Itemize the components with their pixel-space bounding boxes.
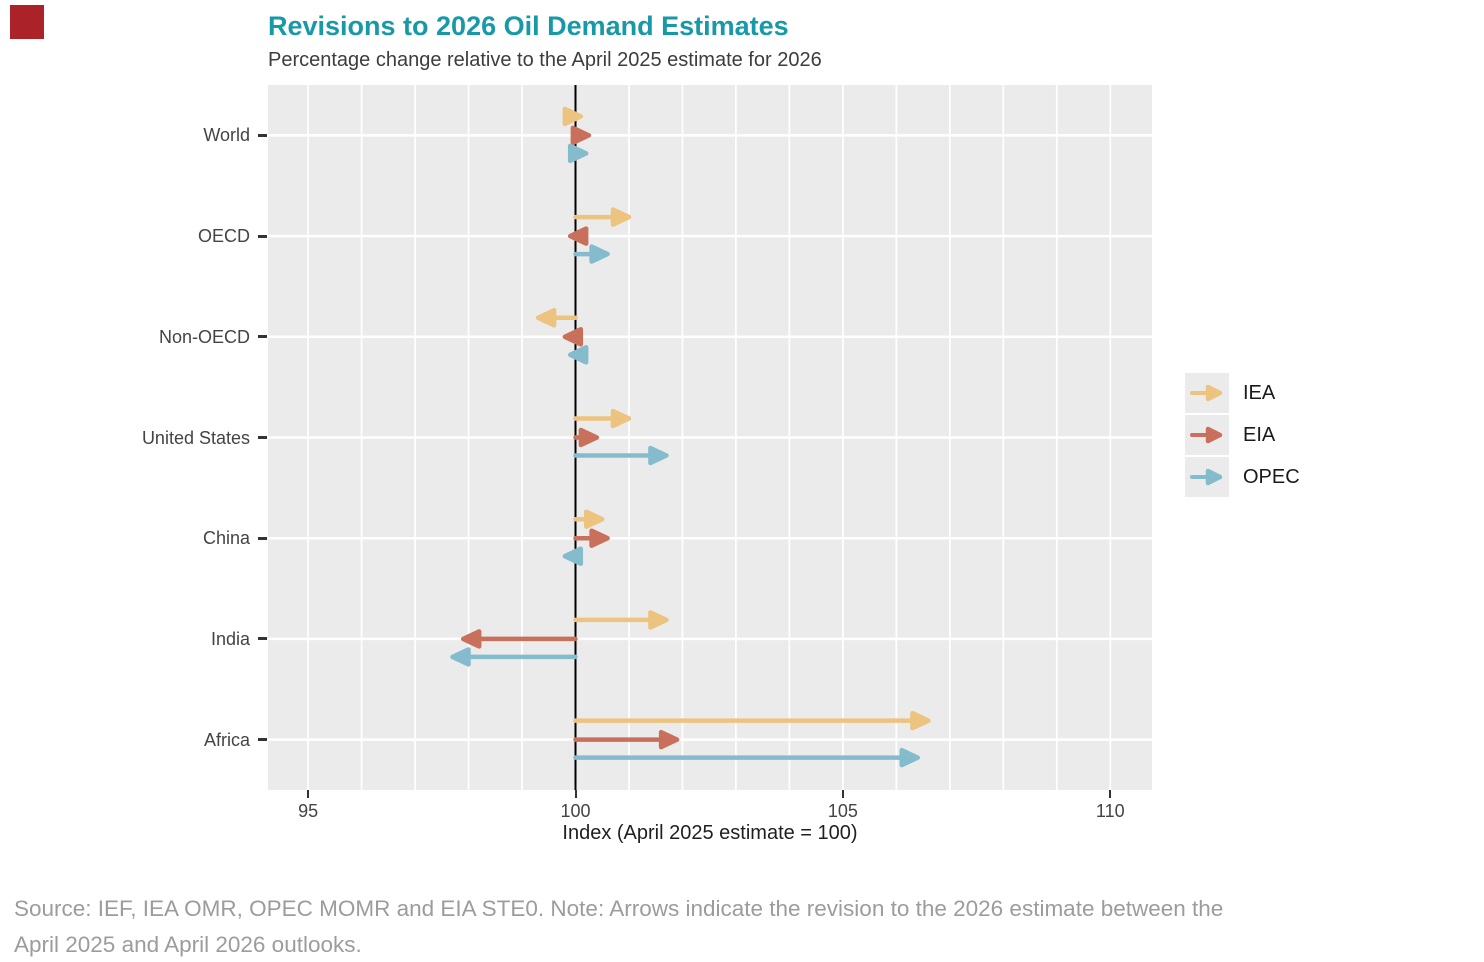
legend-label: OPEC <box>1243 465 1300 488</box>
legend-arrow <box>1190 468 1223 486</box>
opec-arrow-icon <box>1190 468 1223 486</box>
arrow-iea-india <box>573 610 669 630</box>
category-label: Africa <box>203 729 250 750</box>
ief-logo <box>10 5 44 39</box>
arrow-iea-non-oecd <box>535 308 578 328</box>
category-label: OECD <box>197 226 250 247</box>
arrow-iea-africa <box>573 710 931 731</box>
y-axis-tick <box>258 738 267 742</box>
arrow-iea-world <box>562 106 584 127</box>
legend: IEA EIA OPEC <box>1185 373 1300 499</box>
source-note-line1: Source: IEF, IEA OMR, OPEC MOMR and EIA … <box>14 896 1224 921</box>
arrow-eia-china <box>573 528 610 548</box>
x-axis-tick-label: 105 <box>827 801 858 821</box>
source-note-line2: April 2025 and April 2026 outlooks. <box>14 932 362 957</box>
arrow-eia-world <box>570 125 592 146</box>
category-label: United States <box>141 427 250 448</box>
arrow-opec-world <box>567 143 589 164</box>
arrow-eia-india <box>460 629 578 649</box>
legend-label: EIA <box>1243 423 1276 446</box>
arrow-iea-china <box>573 509 605 529</box>
arrow-eia-non-oecd <box>562 327 584 347</box>
arrow-eia-united-states <box>573 427 600 448</box>
legend-item-eia: EIA <box>1185 415 1300 455</box>
chart-title: Revisions to 2026 Oil Demand Estimates <box>268 11 789 41</box>
y-axis-tick <box>258 133 267 137</box>
x-axis-tick <box>1109 790 1112 798</box>
x-axis-tick-label: 100 <box>560 801 591 821</box>
legend-key <box>1185 415 1229 455</box>
category-label: World <box>203 125 250 146</box>
iea-arrow-icon <box>1190 384 1223 402</box>
y-axis-tick <box>258 335 267 339</box>
legend-key <box>1185 457 1229 497</box>
y-axis-tick <box>258 436 267 439</box>
y-axis-tick <box>258 234 267 238</box>
arrow-opec-oecd <box>573 244 610 264</box>
category-label: India <box>210 628 250 649</box>
source-note: Source: IEF, IEA OMR, OPEC MOMR and EIA … <box>14 891 1476 962</box>
arrow-opec-africa <box>573 747 921 768</box>
legend-arrow <box>1190 384 1223 402</box>
y-axis-tick <box>258 536 267 540</box>
arrow-eia-africa <box>573 729 680 750</box>
legend-item-iea: IEA <box>1185 373 1300 413</box>
x-axis-title: Index (April 2025 estimate = 100) <box>562 822 858 844</box>
plot-area <box>268 85 1152 790</box>
legend-item-opec: OPEC <box>1185 457 1300 497</box>
arrow-iea-oecd <box>573 207 632 227</box>
legend-arrow <box>1190 426 1223 444</box>
eia-arrow-icon <box>1190 426 1223 444</box>
x-axis-tick <box>574 790 577 798</box>
legend-key <box>1185 373 1229 413</box>
x-axis-tick-label: 95 <box>298 801 319 821</box>
arrow-opec-india <box>450 647 578 667</box>
x-axis-tick-label: 110 <box>1095 801 1125 821</box>
arrow-eia-oecd <box>567 226 589 246</box>
arrow-iea-united-states <box>573 408 632 429</box>
category-label: China <box>202 528 250 549</box>
y-axis-tick <box>258 637 267 641</box>
arrow-opec-united-states <box>573 445 669 466</box>
arrow-opec-non-oecd <box>567 345 589 365</box>
plot-canvas <box>268 85 1152 790</box>
x-axis-tick <box>307 790 310 798</box>
chart-subtitle: Percentage change relative to the April … <box>268 49 822 71</box>
legend-label: IEA <box>1243 381 1276 404</box>
category-label: Non-OECD <box>158 326 250 347</box>
arrow-opec-china <box>562 546 584 566</box>
x-axis-tick <box>841 790 844 798</box>
